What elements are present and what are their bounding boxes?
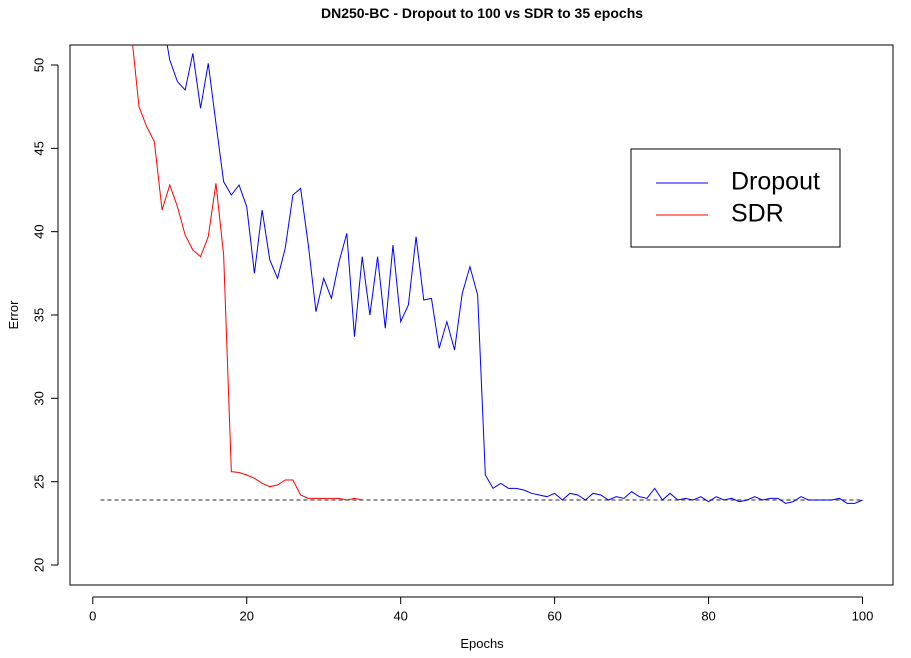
plot-box	[69, 44, 894, 586]
y-tick-label: 30	[31, 391, 46, 405]
x-tick-label: 0	[89, 608, 96, 623]
y-tick-label: 50	[31, 58, 46, 72]
x-tick-label: 40	[393, 608, 407, 623]
x-axis-label: Epochs	[460, 636, 504, 651]
x-tick-label: 20	[239, 608, 253, 623]
plot-area	[100, 45, 863, 504]
y-tick-label: 20	[31, 558, 46, 572]
chart-title: DN250-BC - Dropout to 100 vs SDR to 35 e…	[321, 5, 643, 21]
series-line	[132, 45, 363, 501]
legend-box	[630, 148, 841, 248]
y-tick-label: 25	[31, 474, 46, 488]
y-tick-label: 35	[31, 308, 46, 322]
y-axis-label: Error	[6, 300, 21, 330]
x-tick-label: 80	[701, 608, 715, 623]
y-tick-label: 40	[31, 224, 46, 238]
x-tick-label: 100	[852, 608, 874, 623]
legend-label: SDR	[731, 200, 784, 228]
y-tick-label: 45	[31, 141, 46, 155]
series-line	[166, 45, 863, 504]
x-tick-label: 60	[547, 608, 561, 623]
legend-label: Dropout	[731, 168, 820, 196]
